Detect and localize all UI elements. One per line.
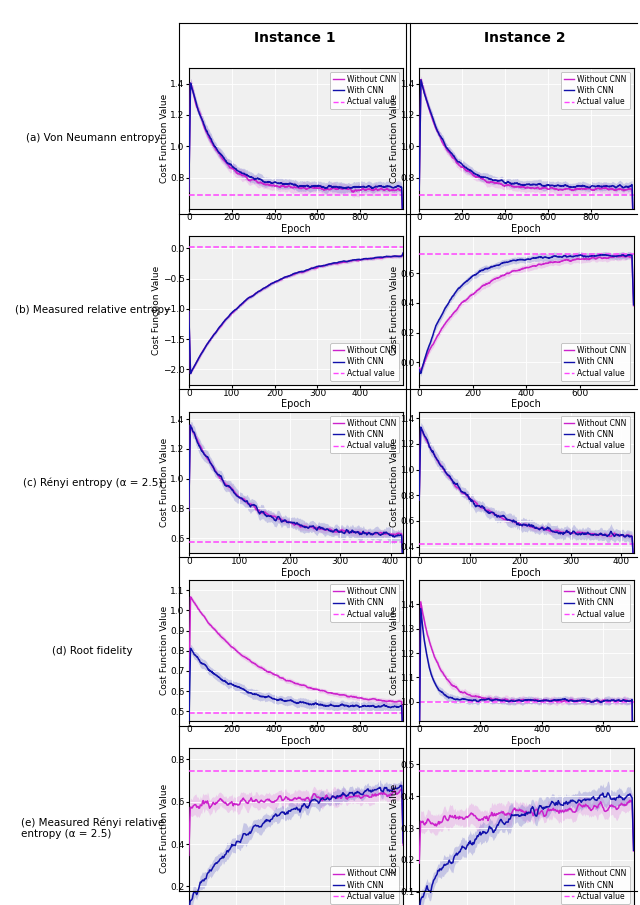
Legend: Without CNN, With CNN, Actual value: Without CNN, With CNN, Actual value bbox=[330, 866, 399, 904]
X-axis label: Epoch: Epoch bbox=[281, 224, 311, 233]
Y-axis label: Cost Function Value: Cost Function Value bbox=[390, 784, 399, 872]
Y-axis label: Cost Function Value: Cost Function Value bbox=[160, 94, 169, 183]
X-axis label: Epoch: Epoch bbox=[281, 736, 311, 746]
X-axis label: Epoch: Epoch bbox=[511, 567, 541, 577]
Legend: Without CNN, With CNN, Actual value: Without CNN, With CNN, Actual value bbox=[561, 343, 630, 381]
Y-axis label: Cost Function Value: Cost Function Value bbox=[160, 784, 169, 872]
Legend: Without CNN, With CNN, Actual value: Without CNN, With CNN, Actual value bbox=[561, 584, 630, 622]
X-axis label: Epoch: Epoch bbox=[511, 224, 541, 233]
Legend: Without CNN, With CNN, Actual value: Without CNN, With CNN, Actual value bbox=[561, 71, 630, 110]
Text: Instance 2: Instance 2 bbox=[484, 32, 566, 45]
Text: (c) Rényi entropy (α = 2.5): (c) Rényi entropy (α = 2.5) bbox=[23, 477, 163, 488]
Y-axis label: Cost Function Value: Cost Function Value bbox=[390, 94, 399, 183]
X-axis label: Epoch: Epoch bbox=[511, 736, 541, 746]
Legend: Without CNN, With CNN, Actual value: Without CNN, With CNN, Actual value bbox=[330, 584, 399, 622]
Y-axis label: Cost Function Value: Cost Function Value bbox=[390, 266, 399, 355]
X-axis label: Epoch: Epoch bbox=[511, 399, 541, 409]
Legend: Without CNN, With CNN, Actual value: Without CNN, With CNN, Actual value bbox=[330, 71, 399, 110]
Y-axis label: Cost Function Value: Cost Function Value bbox=[152, 266, 161, 355]
Text: Instance 1: Instance 1 bbox=[253, 32, 335, 45]
Y-axis label: Cost Function Value: Cost Function Value bbox=[160, 606, 169, 695]
Text: (a) Von Neumann entropy: (a) Von Neumann entropy bbox=[26, 133, 160, 144]
Text: (b) Measured relative entropy: (b) Measured relative entropy bbox=[15, 305, 170, 316]
Y-axis label: Cost Function Value: Cost Function Value bbox=[160, 438, 169, 527]
X-axis label: Epoch: Epoch bbox=[281, 567, 311, 577]
Legend: Without CNN, With CNN, Actual value: Without CNN, With CNN, Actual value bbox=[330, 343, 399, 381]
Legend: Without CNN, With CNN, Actual value: Without CNN, With CNN, Actual value bbox=[330, 415, 399, 453]
Legend: Without CNN, With CNN, Actual value: Without CNN, With CNN, Actual value bbox=[561, 866, 630, 904]
X-axis label: Epoch: Epoch bbox=[281, 399, 311, 409]
Text: (e) Measured Rényi relative
entropy (α = 2.5): (e) Measured Rényi relative entropy (α =… bbox=[21, 817, 164, 839]
Y-axis label: Cost Function Value: Cost Function Value bbox=[390, 606, 399, 695]
Legend: Without CNN, With CNN, Actual value: Without CNN, With CNN, Actual value bbox=[561, 415, 630, 453]
Y-axis label: Cost Function Value: Cost Function Value bbox=[390, 438, 399, 527]
Text: (d) Root fidelity: (d) Root fidelity bbox=[52, 645, 133, 656]
